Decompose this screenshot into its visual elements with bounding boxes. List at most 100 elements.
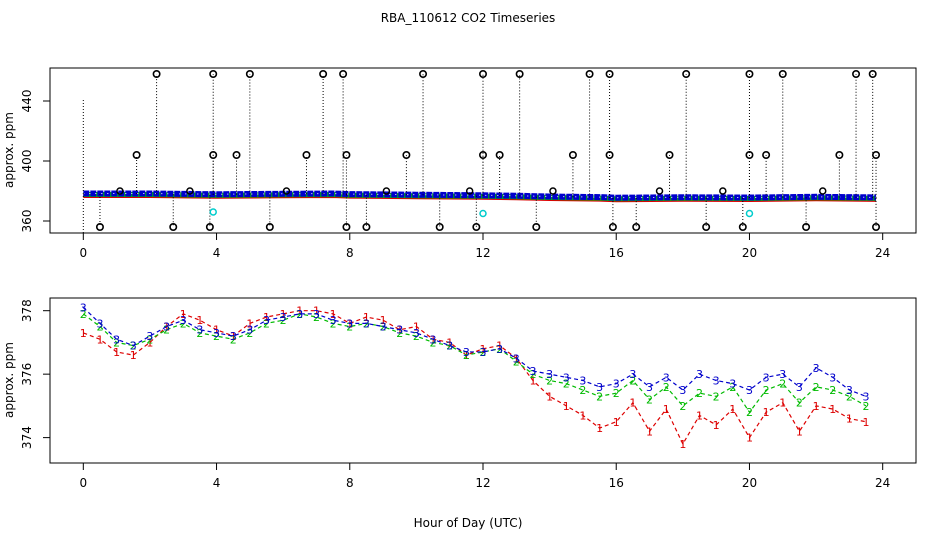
top-spike-high-marker bbox=[778, 70, 787, 79]
top-spike-mid-marker bbox=[478, 151, 487, 160]
top-x-tick-label: 24 bbox=[875, 246, 890, 260]
top-y-axis: 360 400 440 bbox=[20, 90, 50, 233]
series-2-point: 2 bbox=[763, 384, 770, 397]
series-3-point: 3 bbox=[163, 321, 170, 334]
top-bump-marker bbox=[655, 187, 664, 195]
top-spike-low-marker bbox=[632, 223, 641, 232]
top-cyan-marker bbox=[479, 209, 487, 218]
top-spike-mid-marker bbox=[745, 151, 754, 160]
series-3-point: 3 bbox=[146, 330, 153, 343]
series-3-point: 3 bbox=[80, 302, 87, 315]
series-1-point: 1 bbox=[196, 314, 203, 327]
series-2-point: 2 bbox=[746, 406, 753, 419]
top-x-tick-label: 4 bbox=[213, 246, 221, 260]
series-2-point: 2 bbox=[480, 346, 487, 359]
series-3-point: 3 bbox=[713, 375, 720, 388]
top-panel: 0 4 8 12 16 20 24 360 400 440 approx. ppm bbox=[2, 67, 917, 260]
top-spike-high-marker bbox=[682, 70, 691, 79]
series-1-point: 1 bbox=[313, 305, 320, 318]
series-1-point: 1 bbox=[679, 438, 686, 451]
series-1-point: 1 bbox=[529, 375, 536, 388]
series-1-point: 1 bbox=[213, 324, 220, 337]
top-spike-mid-marker bbox=[872, 151, 881, 160]
series-2-point: 2 bbox=[430, 336, 437, 349]
top-bump-marker bbox=[116, 187, 124, 195]
top-spike-high-marker bbox=[852, 70, 861, 79]
bottom-x-tick-label: 0 bbox=[79, 476, 87, 490]
top-spike-low-marker bbox=[472, 223, 481, 232]
series-3-point: 3 bbox=[380, 321, 387, 334]
series-1-point: 1 bbox=[380, 314, 387, 327]
top-x-tick-label: 20 bbox=[742, 246, 757, 260]
series-3-point: 3 bbox=[863, 390, 870, 403]
series-1-point: 1 bbox=[696, 409, 703, 422]
series-1-point: 1 bbox=[713, 419, 720, 432]
series-2-point: 2 bbox=[263, 317, 270, 330]
top-bump-marker bbox=[818, 187, 827, 195]
series-2-point: 2 bbox=[463, 349, 470, 362]
top-spike-low-marker bbox=[205, 223, 214, 232]
series-1-point: 1 bbox=[663, 403, 670, 416]
series-1-point: 1 bbox=[263, 311, 270, 324]
top-x-axis: 0 4 8 12 16 20 24 bbox=[79, 233, 890, 260]
series-2-point: 2 bbox=[80, 308, 87, 321]
series-1-point: 1 bbox=[813, 400, 820, 413]
top-spike-low-marker bbox=[738, 223, 747, 232]
series-3-point: 3 bbox=[430, 333, 437, 346]
series-3-point: 3 bbox=[613, 378, 620, 391]
series-1-point: 1 bbox=[596, 422, 603, 435]
top-spike-high-marker bbox=[478, 70, 487, 79]
top-x-tick-label: 12 bbox=[475, 246, 490, 260]
series-1-point: 1 bbox=[230, 330, 237, 343]
series-1-point: 1 bbox=[863, 416, 870, 429]
series-2-point: 2 bbox=[779, 378, 786, 391]
series-3-point: 3 bbox=[296, 308, 303, 321]
top-spike-low-marker bbox=[435, 223, 444, 232]
series-1-point: 1 bbox=[829, 403, 836, 416]
series-3-point: 3 bbox=[746, 384, 753, 397]
series-3-point: 3 bbox=[596, 381, 603, 394]
series-3-point: 3 bbox=[729, 378, 736, 391]
series-3-point: 3 bbox=[130, 340, 137, 353]
series-3-point: 3 bbox=[396, 324, 403, 337]
series-2-point: 2 bbox=[663, 381, 670, 394]
series-3-point: 3 bbox=[563, 371, 570, 384]
series-2-point: 2 bbox=[563, 378, 570, 391]
top-spike-high-marker bbox=[152, 70, 161, 79]
top-bump-marker bbox=[282, 187, 291, 195]
series-3-point: 3 bbox=[529, 365, 536, 378]
series-1-point: 1 bbox=[446, 336, 453, 349]
series-2-point: 2 bbox=[846, 390, 853, 403]
bottom-x-tick-label: 12 bbox=[475, 476, 490, 490]
top-spike-high-marker bbox=[419, 70, 428, 79]
series-2-point: 2 bbox=[646, 394, 653, 407]
top-spike-high-marker bbox=[339, 70, 348, 79]
series-1-point: 1 bbox=[363, 311, 370, 324]
bottom-x-axis: 0 4 8 12 16 20 24 bbox=[79, 463, 890, 490]
top-spike-mid-marker bbox=[132, 151, 141, 160]
series-3-point: 3 bbox=[263, 314, 270, 327]
series-2-point: 2 bbox=[113, 336, 120, 349]
series-3-line bbox=[82, 307, 867, 397]
top-bump-marker bbox=[719, 187, 727, 195]
series-3-point: 3 bbox=[413, 327, 420, 340]
bottom-y-tick-label: 378 bbox=[20, 299, 34, 322]
series-3-point: 3 bbox=[663, 371, 670, 384]
series-1-point: 1 bbox=[563, 400, 570, 413]
top-x-tick-label: 8 bbox=[346, 246, 354, 260]
series-2-point: 2 bbox=[729, 381, 736, 394]
series-2-point: 2 bbox=[679, 400, 686, 413]
series-2-point: 2 bbox=[396, 327, 403, 340]
series-1-point: 1 bbox=[180, 308, 187, 321]
series-3-point: 3 bbox=[579, 375, 586, 388]
series-1-point: 1 bbox=[413, 321, 420, 334]
series-3-point: 3 bbox=[679, 384, 686, 397]
top-y-tick-label: 360 bbox=[20, 210, 34, 233]
top-spike-mid-marker bbox=[605, 151, 614, 160]
series-3-point: 3 bbox=[246, 324, 253, 337]
series-1-point: 1 bbox=[846, 413, 853, 426]
series-2-point: 2 bbox=[829, 384, 836, 397]
series-2-point: 2 bbox=[296, 308, 303, 321]
